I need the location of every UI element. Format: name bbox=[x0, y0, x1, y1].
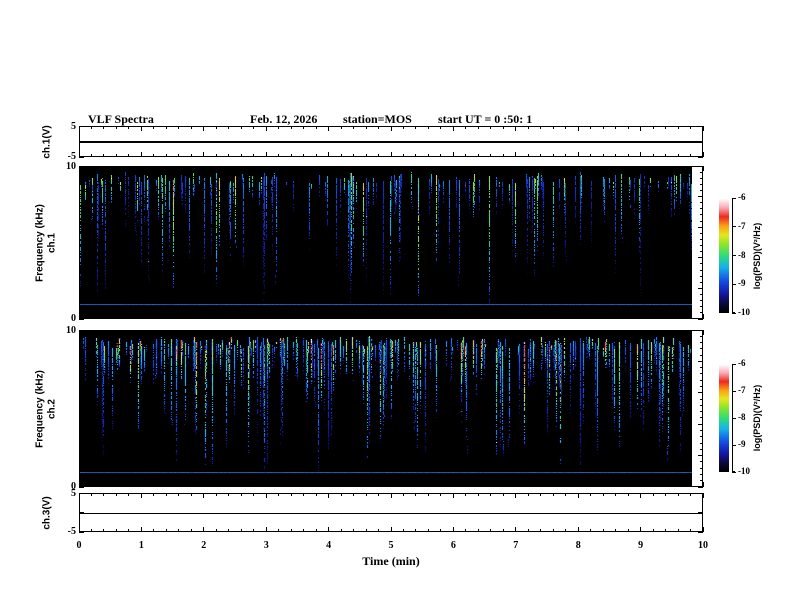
svg-text:Frequency (kHz): Frequency (kHz) bbox=[35, 204, 46, 282]
svg-text:log(PSD)(V²/Hz): log(PSD)(V²/Hz) bbox=[752, 385, 762, 452]
svg-text:ch.3(V): ch.3(V) bbox=[42, 496, 53, 529]
svg-text:log(PSD)(V²/Hz): log(PSD)(V²/Hz) bbox=[752, 222, 762, 289]
